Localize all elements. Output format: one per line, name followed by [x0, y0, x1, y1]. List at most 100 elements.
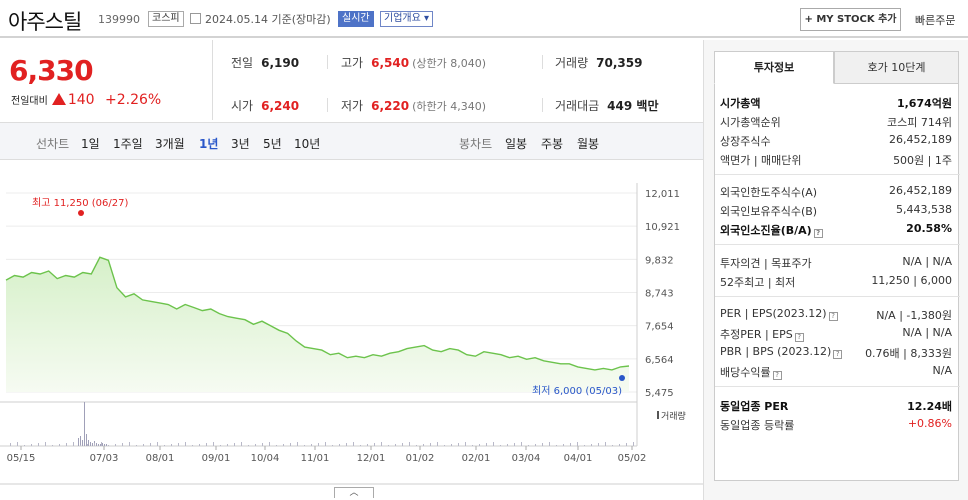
base-date-text: 2024.05.14 기준(장마감)	[205, 13, 331, 26]
volume-bar	[269, 442, 270, 446]
divider	[715, 174, 960, 175]
volume-bar	[87, 444, 88, 446]
candle-monthly[interactable]: 월봉	[577, 137, 600, 151]
volume-bar	[220, 445, 221, 446]
divider	[715, 244, 960, 245]
volume-bar	[82, 440, 83, 446]
volume-bar	[353, 442, 354, 446]
divider	[542, 98, 543, 112]
quick-order-link[interactable]: 빠른주문	[915, 14, 956, 27]
expand-chart-button[interactable]: ︿	[334, 487, 374, 498]
volume-bar	[395, 444, 396, 446]
volume-bar	[248, 445, 249, 446]
volume-bar	[521, 442, 522, 446]
y-tick-label: 9,832	[645, 255, 674, 266]
volume-bar	[150, 443, 151, 446]
help-icon[interactable]: ?	[828, 312, 838, 321]
volume-bar	[101, 442, 102, 446]
volume-bar	[234, 443, 235, 446]
change-percent: +2.26%	[105, 92, 162, 108]
high-annotation: 최고 11,250 (06/27)	[32, 197, 128, 209]
sector-change-row[interactable]: 동일업종 등락률 +0.86%	[720, 417, 952, 432]
x-tick-label: 02/01	[462, 453, 491, 464]
tab-investment-info[interactable]: 투자정보	[714, 51, 834, 84]
price-change: 전일대비 140 +2.26%	[11, 92, 161, 108]
volume-bar	[80, 445, 81, 446]
divider	[327, 98, 328, 112]
y-tick-label: 7,654	[645, 322, 674, 333]
volume-bar	[185, 442, 186, 446]
volume-bar	[206, 443, 207, 446]
period-10y[interactable]: 10년	[294, 137, 321, 151]
tab-orderbook-10[interactable]: 호가 10단계	[834, 51, 959, 84]
prev-close: 전일 6,190	[231, 56, 300, 70]
period-3y[interactable]: 3년	[231, 137, 250, 151]
volume-bar	[612, 445, 613, 446]
trade-amount: 거래대금 449 백만	[555, 99, 659, 113]
divider	[542, 55, 543, 69]
volume-bar	[633, 442, 634, 446]
volume-bar	[374, 443, 375, 446]
change-amount: 140	[67, 92, 95, 108]
y-tick-label: 8,743	[645, 289, 674, 300]
period-5y[interactable]: 5년	[263, 137, 282, 151]
volume-bar	[402, 443, 403, 446]
low-annotation: 최저 6,000 (05/03)	[532, 385, 622, 397]
calendar-icon	[190, 13, 201, 24]
volume-bar	[178, 443, 179, 446]
candle-daily[interactable]: 일봉	[505, 137, 528, 151]
open-price: 시가 6,240	[231, 99, 300, 113]
add-mystock-button[interactable]: + MY STOCK 추가	[800, 8, 901, 31]
x-tick-label: 09/01	[202, 453, 231, 464]
candle-weekly[interactable]: 주봉	[541, 137, 564, 151]
volume-bar	[227, 444, 228, 446]
period-1y[interactable]: 1년	[199, 137, 219, 151]
x-tick-label: 04/01	[564, 453, 593, 464]
period-1d[interactable]: 1일	[81, 137, 100, 151]
volume-bar	[100, 444, 101, 446]
change-label: 전일대비	[11, 96, 48, 107]
realtime-badge[interactable]: 실시간	[338, 11, 374, 27]
volume-bar	[17, 442, 18, 446]
foreign-hold-row: 외국인보유주식수(B) 5,443,538	[720, 203, 952, 218]
help-icon[interactable]: ?	[794, 333, 804, 342]
volume-bar	[388, 445, 389, 446]
volume-bar	[136, 445, 137, 446]
volume-bar	[346, 443, 347, 446]
price-area	[6, 257, 629, 392]
volume-bar	[332, 445, 333, 446]
volume-bar	[430, 443, 431, 446]
y-tick-label: 6,564	[645, 355, 674, 366]
volume-bar	[451, 444, 452, 446]
per-row: PER | EPS(2023.12)? N/A | -1,380원	[720, 307, 952, 322]
x-tick-label: 07/03	[90, 453, 119, 464]
line-chart-label: 선차트	[36, 137, 70, 151]
help-icon[interactable]: ?	[813, 229, 823, 238]
volume-bar	[416, 445, 417, 446]
divider	[715, 386, 960, 387]
volume-bar	[38, 443, 39, 446]
volume-bar	[10, 443, 11, 446]
volume-bar	[199, 444, 200, 446]
sector-per-row[interactable]: 동일업종 PER 12.24배	[720, 400, 952, 413]
x-tick-label: 11/01	[301, 453, 330, 464]
volume-bar	[171, 444, 172, 446]
volume-bar	[507, 444, 508, 446]
y-tick-label: 12,011	[645, 189, 680, 200]
volume-bar	[80, 436, 81, 446]
help-icon[interactable]: ?	[833, 350, 843, 359]
volume-bar	[129, 442, 130, 446]
period-1w[interactable]: 1주일	[113, 137, 143, 151]
help-icon[interactable]: ?	[772, 371, 782, 380]
volume-bar	[626, 443, 627, 446]
price-chart[interactable]: 12,011 10,921 9,832 8,743 7,654 6,564 5,475 최고 …	[0, 161, 703, 500]
volume-bar	[304, 445, 305, 446]
volume-bar	[598, 443, 599, 446]
period-3m[interactable]: 3개월	[155, 137, 185, 151]
company-overview-dropdown[interactable]: 기업개요 ▾	[380, 11, 433, 27]
volume-bar	[104, 444, 105, 446]
volume-bar	[297, 442, 298, 446]
cap-rank-row: 시가총액순위 코스피 714위	[720, 116, 952, 129]
volume-legend-marker	[657, 411, 659, 419]
investment-info-table: 시가총액 1,674억원 시가총액순위 코스피 714위 상장주식수 26,452,1…	[714, 84, 960, 481]
